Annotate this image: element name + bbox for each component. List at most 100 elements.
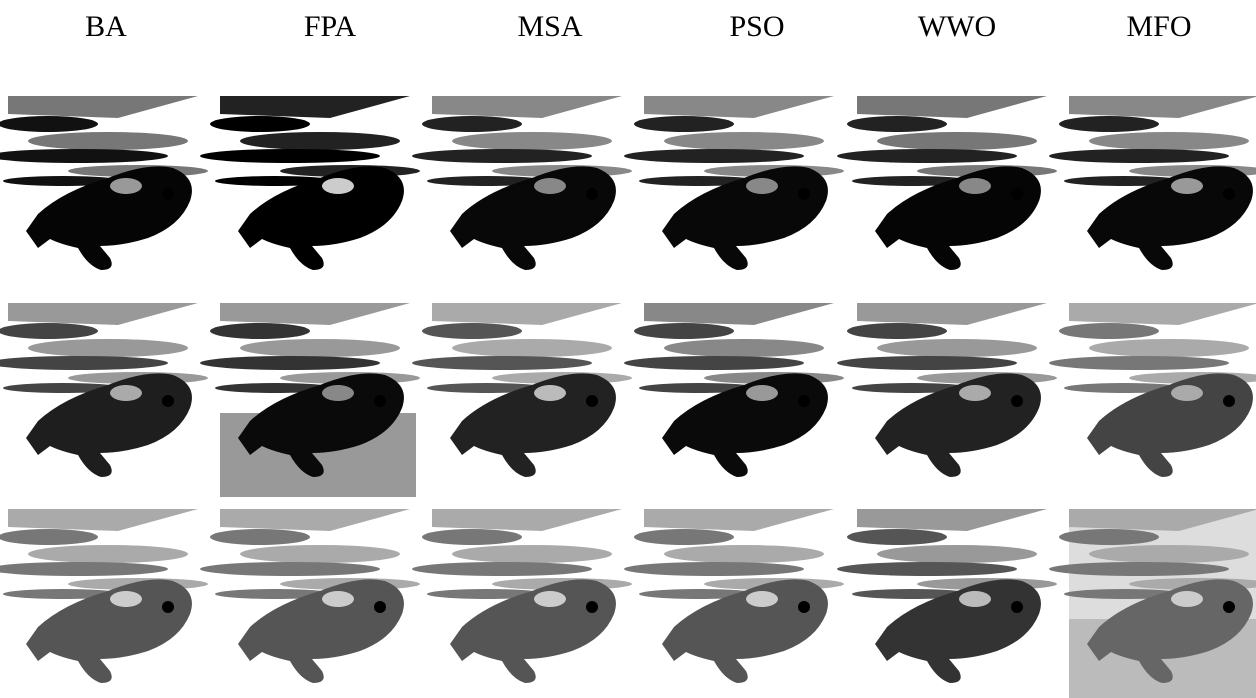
image-panel xyxy=(624,509,844,698)
image-panel xyxy=(200,303,420,497)
water-ripple xyxy=(634,323,734,339)
image-panel xyxy=(0,509,208,698)
water-ripple xyxy=(877,545,1037,563)
water-ripple xyxy=(664,339,824,357)
water-ripple xyxy=(837,562,1017,576)
water-ripple xyxy=(422,323,522,339)
water-ripple xyxy=(837,356,1017,370)
seal-eye xyxy=(798,188,810,200)
water-ripple xyxy=(664,132,824,150)
seal-eye xyxy=(1223,601,1235,613)
water-ripple xyxy=(877,339,1037,357)
water-ripple xyxy=(1049,149,1229,163)
water-ripple xyxy=(240,339,400,357)
water-ripple xyxy=(412,356,592,370)
seal-highlight xyxy=(110,385,142,401)
water-ripple xyxy=(28,339,188,357)
water-ripple xyxy=(847,529,947,545)
seal-highlight xyxy=(1171,385,1203,401)
seal-eye xyxy=(1011,601,1023,613)
seal-highlight xyxy=(322,591,354,607)
seal-highlight xyxy=(322,385,354,401)
image-panel xyxy=(837,509,1057,698)
water-ripple xyxy=(210,116,310,132)
seal-highlight xyxy=(959,591,991,607)
water-ripple xyxy=(200,149,380,163)
seal-eye xyxy=(374,601,386,613)
water-ripple xyxy=(422,116,522,132)
water-ripple xyxy=(0,323,98,339)
seal-eye xyxy=(1011,395,1023,407)
image-panel xyxy=(1049,509,1256,698)
water-ripple xyxy=(1049,562,1229,576)
water-ripple xyxy=(28,132,188,150)
water-ripple xyxy=(634,116,734,132)
seal-highlight xyxy=(746,178,778,194)
water-ripple xyxy=(1059,116,1159,132)
image-panel xyxy=(624,303,844,497)
seal-eye xyxy=(586,395,598,407)
water-ripple xyxy=(210,323,310,339)
water-ripple xyxy=(200,356,380,370)
water-ripple xyxy=(847,323,947,339)
water-ripple xyxy=(200,562,380,576)
image-panel xyxy=(0,96,208,290)
seal-highlight xyxy=(534,385,566,401)
seal-highlight xyxy=(534,178,566,194)
seal-highlight xyxy=(959,178,991,194)
water-ripple xyxy=(0,116,98,132)
water-ripple xyxy=(1049,356,1229,370)
water-ripple xyxy=(0,529,98,545)
image-panel xyxy=(1049,96,1256,290)
seal-highlight xyxy=(746,591,778,607)
water-ripple xyxy=(1089,545,1249,563)
figure: BA FPA MSA PSO WWO MFO xyxy=(0,0,1256,698)
water-ripple xyxy=(624,356,804,370)
image-panel xyxy=(412,509,632,698)
water-ripple xyxy=(877,132,1037,150)
water-ripple xyxy=(452,545,612,563)
water-ripple xyxy=(210,529,310,545)
image-panel xyxy=(624,96,844,290)
water-ripple xyxy=(634,529,734,545)
water-ripple xyxy=(664,545,824,563)
water-ripple xyxy=(837,149,1017,163)
image-panel xyxy=(200,96,420,290)
seal-eye xyxy=(798,395,810,407)
water-ripple xyxy=(240,545,400,563)
water-ripple xyxy=(1089,339,1249,357)
image-panel xyxy=(837,96,1057,290)
water-ripple xyxy=(412,562,592,576)
seal-eye xyxy=(586,601,598,613)
water-ripple xyxy=(1059,323,1159,339)
seal-highlight xyxy=(1171,591,1203,607)
water-ripple xyxy=(847,116,947,132)
seal-eye xyxy=(1223,188,1235,200)
seal-eye xyxy=(374,188,386,200)
water-ripple xyxy=(1059,529,1159,545)
seal-highlight xyxy=(110,591,142,607)
water-ripple xyxy=(452,132,612,150)
image-grid xyxy=(0,0,1256,698)
image-panel xyxy=(412,303,632,497)
water-ripple xyxy=(624,562,804,576)
image-panel xyxy=(1049,303,1256,497)
seal-highlight xyxy=(959,385,991,401)
seal-highlight xyxy=(322,178,354,194)
seal-eye xyxy=(1223,395,1235,407)
seal-eye xyxy=(586,188,598,200)
water-ripple xyxy=(28,545,188,563)
water-ripple xyxy=(452,339,612,357)
seal-eye xyxy=(1011,188,1023,200)
water-ripple xyxy=(422,529,522,545)
seal-highlight xyxy=(1171,178,1203,194)
water-ripple xyxy=(240,132,400,150)
image-panel xyxy=(837,303,1057,497)
seal-eye xyxy=(162,188,174,200)
image-panel xyxy=(412,96,632,290)
seal-eye xyxy=(374,395,386,407)
water-ripple xyxy=(1089,132,1249,150)
seal-highlight xyxy=(110,178,142,194)
seal-highlight xyxy=(534,591,566,607)
seal-highlight xyxy=(746,385,778,401)
